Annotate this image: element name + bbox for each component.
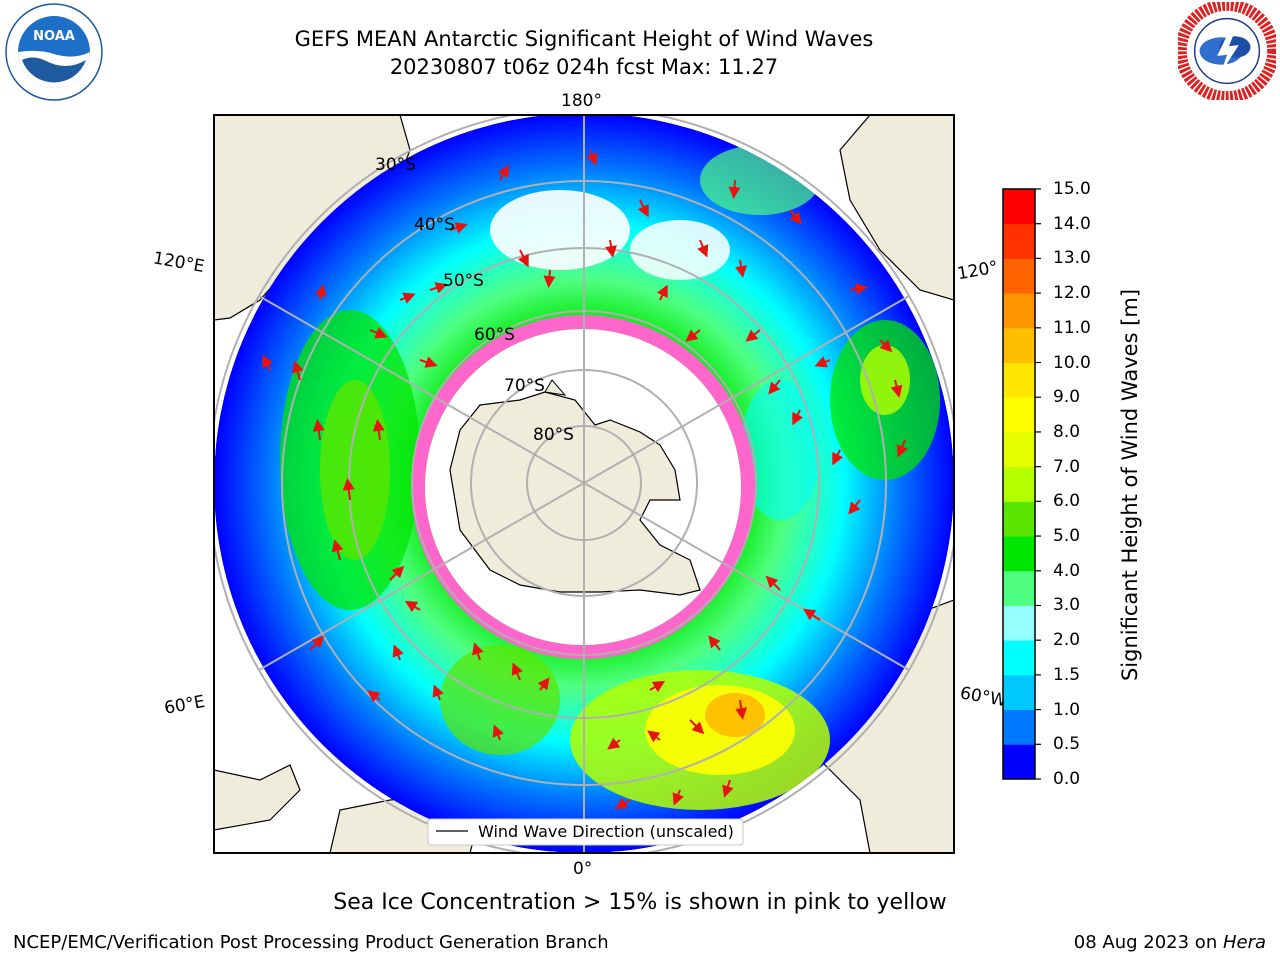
noaa-logo-text: NOAA (33, 29, 75, 44)
colorbar-tick-label: 8.0 (1053, 421, 1081, 442)
machine-name: Hera (1222, 932, 1266, 953)
colorbar-tick-label: 13.0 (1053, 248, 1091, 269)
colorbar-band (1003, 223, 1035, 259)
colorbar-band (1003, 362, 1035, 398)
colorbar-band (1003, 431, 1035, 468)
lon-label-0: 0° (573, 859, 592, 879)
wind-wave-arrows (262, 149, 908, 810)
colorbar-tick-label: 15.0 (1053, 179, 1091, 199)
latitude-labels: 30°S 40°S 50°S 60°S 70°S 80°S (375, 155, 574, 445)
chart-subtitle: 20230807 t06z 024h fcst Max: 11.27 (389, 55, 779, 79)
graticule (214, 115, 954, 853)
lat-label-70s: 70°S (504, 376, 545, 396)
colorbar-band (1003, 605, 1035, 641)
colorbar-tick-label: 9.0 (1053, 387, 1081, 408)
noaa-logo: NOAA (5, 3, 103, 101)
sea-ice-note: Sea Ice Concentration > 15% is shown in … (333, 890, 947, 915)
lon-label-180: 180° (561, 91, 602, 111)
colorbar-band (1003, 536, 1035, 572)
date-stamp: 08 Aug 2023 on Hera (1074, 932, 1266, 953)
lat-label-60s: 60°S (474, 325, 515, 345)
nws-logo (1178, 2, 1276, 100)
colorbar-tick-label: 11.0 (1053, 317, 1091, 338)
lon-label-60w: 60°W (958, 683, 1008, 711)
colorbar-tick-label: 5.0 (1053, 526, 1081, 547)
colorbar-tick-label: 12.0 (1053, 283, 1091, 304)
wind-wave-legend: Wind Wave Direction (unscaled) (427, 818, 744, 846)
colorbar-tick-label: 3.0 (1053, 595, 1081, 616)
colorbar-frame (1002, 188, 1036, 780)
colorbar-band (1003, 674, 1035, 711)
colorbar-band (1003, 293, 1035, 329)
longitude-labels: 180° 0° 120°E 60°E 120° 60°W (152, 91, 1009, 879)
lat-label-30s: 30°S (375, 155, 416, 175)
colorbar-tick-label: 10.0 (1053, 352, 1091, 373)
colorbar-tick-label: 1.5 (1053, 664, 1081, 685)
colorbar (1003, 189, 1035, 780)
lon-label-120w: 120° (956, 257, 1000, 284)
colorbar-band (1003, 189, 1035, 225)
colorbar-band (1003, 640, 1035, 676)
colorbar-tick-label: 1.0 (1053, 699, 1081, 720)
colorbar-tick-label: 6.0 (1053, 491, 1081, 512)
colorbar-tick-label: 4.0 (1053, 560, 1081, 581)
colorbar-band (1003, 570, 1035, 606)
colorbar-band (1003, 501, 1035, 537)
colorbar-band (1003, 709, 1035, 745)
lat-label-40s: 40°S (414, 215, 455, 235)
colorbar-band (1003, 258, 1035, 294)
lon-label-120e: 120°E (152, 248, 206, 277)
colorbar-band (1003, 397, 1035, 433)
colorbar-band (1003, 327, 1035, 364)
colorbar-tick-label: 0.5 (1053, 734, 1081, 755)
colorbar-label: Significant Height of Wind Waves [m] (1118, 288, 1142, 682)
colorbar-band (1003, 744, 1035, 780)
colorbar-tick-marks (1035, 188, 1041, 780)
legend-label: Wind Wave Direction (unscaled) (478, 822, 734, 841)
chart-title: GEFS MEAN Antarctic Significant Height o… (294, 27, 874, 51)
map-area: Wind Wave Direction (unscaled) (214, 115, 954, 853)
map-frame (213, 114, 955, 854)
colorbar-band (1003, 466, 1035, 502)
colorbar-tick-label: 14.0 (1053, 213, 1091, 234)
credit-text: NCEP/EMC/Verification Post Processing Pr… (13, 932, 609, 953)
lat-label-80s: 80°S (533, 425, 574, 445)
colorbar-tick-label: 7.0 (1053, 456, 1081, 477)
colorbar-tick-label: 0.0 (1053, 769, 1081, 789)
date-text: 08 Aug 2023 on (1073, 932, 1223, 953)
lon-label-60e: 60°E (163, 692, 207, 719)
lat-label-50s: 50°S (443, 271, 484, 291)
colorbar-tick-label: 2.0 (1053, 630, 1081, 651)
